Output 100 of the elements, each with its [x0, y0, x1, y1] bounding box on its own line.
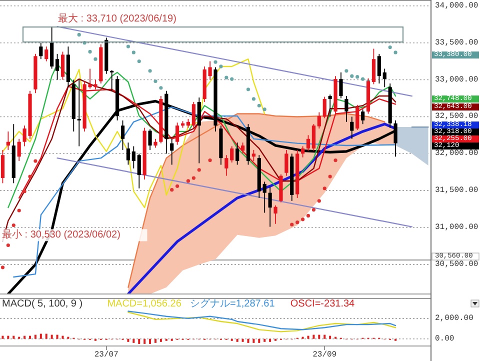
candlestick — [50, 26, 54, 70]
x-tick-label: 23/07 — [94, 350, 119, 360]
point — [126, 44, 130, 48]
candlestick — [44, 46, 48, 62]
candlestick — [60, 51, 65, 80]
candlestick — [170, 138, 174, 166]
point — [208, 158, 212, 162]
candlestick — [236, 142, 240, 166]
y-tick-label: 33,500.00 — [435, 38, 478, 48]
y-tick-label: 2,000.00 — [435, 314, 474, 323]
annotation: 最小 : 30,530 (2023/06/02) — [2, 228, 120, 241]
point — [394, 50, 398, 54]
candlestick — [372, 48, 376, 85]
candlestick — [6, 131, 10, 150]
candlestick — [339, 72, 343, 99]
point — [34, 159, 38, 163]
point — [192, 176, 196, 180]
candlestick — [317, 112, 321, 129]
candlestick — [322, 96, 326, 119]
candlestick — [132, 146, 136, 169]
candlestick — [55, 53, 60, 80]
candlestick — [268, 186, 272, 228]
candlestick — [192, 101, 196, 129]
point — [388, 45, 392, 50]
candlestick — [284, 150, 288, 176]
candlestick — [377, 53, 381, 84]
candlestick — [126, 142, 130, 166]
candlestick — [240, 142, 245, 154]
candlestick — [176, 122, 180, 146]
point — [12, 224, 16, 228]
candlestick — [17, 138, 21, 162]
candlestick — [361, 108, 365, 125]
candlestick — [350, 116, 354, 140]
y-tick-label: 30,500.00 — [435, 260, 478, 269]
point — [290, 222, 294, 226]
point — [219, 64, 223, 68]
point — [300, 218, 305, 222]
point — [344, 69, 348, 73]
point — [22, 190, 26, 194]
point — [317, 199, 321, 203]
candlestick — [356, 104, 360, 130]
point — [132, 50, 136, 54]
text: OSCI=-231.34 — [290, 298, 356, 310]
candlestick — [110, 70, 114, 92]
point — [0, 266, 5, 270]
candlestick — [344, 96, 348, 122]
y-tick-label: 0.00 — [435, 334, 454, 344]
point — [94, 57, 98, 61]
point — [361, 77, 365, 81]
candlestick — [274, 204, 278, 224]
point — [214, 60, 218, 64]
point — [356, 75, 360, 79]
point — [137, 60, 141, 64]
candlestick — [224, 154, 228, 176]
y-tick-label: 32,000.00 — [435, 149, 478, 158]
annotation: 最大 : 33,710 (2023/06/19) — [58, 12, 176, 24]
point — [230, 77, 234, 81]
point — [312, 208, 316, 212]
point — [224, 76, 228, 80]
candlestick — [148, 128, 152, 150]
candlestick — [306, 134, 310, 152]
x-tick-label: 23/09 — [312, 350, 337, 360]
point — [322, 186, 326, 190]
candlestick — [312, 124, 316, 152]
candlestick — [382, 68, 386, 88]
point — [159, 86, 163, 90]
point — [154, 79, 158, 84]
candlestick — [328, 94, 332, 118]
point — [186, 179, 190, 183]
candlestick — [0, 150, 5, 184]
point — [170, 188, 174, 192]
y-tick-label: 31,000.00 — [435, 223, 478, 232]
candlestick — [262, 181, 266, 214]
candlestick — [300, 146, 305, 158]
y-tick-label: 34,000.00 — [435, 1, 478, 10]
y-tick-label: 32,500.00 — [435, 112, 478, 122]
point — [328, 174, 332, 178]
line-series — [2, 58, 266, 208]
point — [197, 168, 201, 172]
point — [6, 243, 10, 248]
candlestick — [77, 79, 81, 147]
candlestick — [230, 146, 234, 163]
y-tick-label: 31,500.00 — [435, 186, 478, 196]
y-tick-label: 33,000.00 — [435, 75, 478, 84]
point — [77, 32, 81, 37]
point — [306, 214, 310, 218]
candlestick — [137, 153, 141, 189]
point — [246, 88, 250, 92]
candlestick — [252, 150, 256, 162]
point — [17, 208, 21, 212]
candlestick — [39, 42, 43, 60]
series-label: シグナル=1,287.61 — [190, 298, 276, 310]
point — [148, 69, 152, 73]
chart-title: MACD( 5, 100, 9 ) — [2, 298, 83, 310]
point — [252, 97, 256, 101]
point — [176, 184, 180, 188]
line-series — [2, 78, 396, 242]
point — [296, 220, 300, 224]
point — [334, 158, 338, 162]
series-label: MACD=1,056.26 — [107, 298, 182, 310]
